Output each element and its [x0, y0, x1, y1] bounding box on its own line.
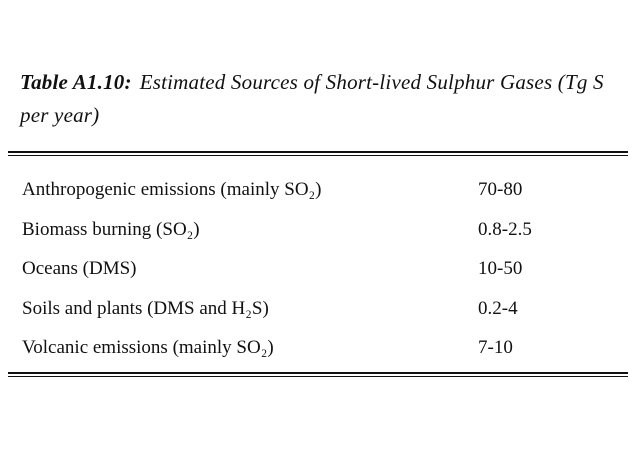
table-row: Oceans (DMS) 10-50 [22, 249, 622, 289]
source-cell: Biomass burning (SO₂) [22, 218, 200, 240]
value-cell: 70-80 [478, 179, 523, 200]
source-cell: Soils and plants (DMS and H₂S) [22, 297, 269, 319]
table-row: Volcanic emissions (mainly SO₂) 7-10 [22, 328, 622, 368]
source-cell: Oceans (DMS) [22, 258, 137, 279]
value-cell: 10-50 [478, 258, 523, 279]
top-rule [8, 151, 628, 156]
table-row: Biomass burning (SO₂) 0.8-2.5 [22, 210, 622, 250]
caption-text: Estimated Sources of Short-lived Sulphur… [20, 70, 604, 127]
source-cell: Anthropogenic emissions (mainly SO₂) [22, 179, 322, 200]
table-caption: Table A1.10: Estimated Sources of Short-l… [20, 66, 620, 132]
bottom-rule [8, 372, 628, 377]
caption-label: Table A1.10: [20, 70, 132, 94]
value-cell: 7-10 [478, 337, 513, 358]
table-row: Soils and plants (DMS and H₂S) 0.2-4 [22, 289, 622, 329]
value-cell: 0.2-4 [478, 297, 518, 319]
value-cell: 0.8-2.5 [478, 218, 532, 240]
table: Anthropogenic emissions (mainly SO₂) 70-8… [22, 170, 622, 368]
table-row: Anthropogenic emissions (mainly SO₂) 70-8… [22, 170, 622, 210]
source-cell: Volcanic emissions (mainly SO₂) [22, 337, 274, 358]
